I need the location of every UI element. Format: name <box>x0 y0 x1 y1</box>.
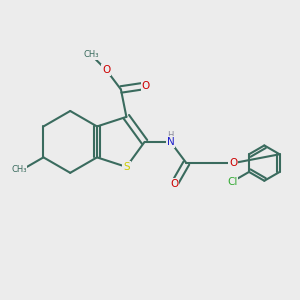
Text: N: N <box>167 137 174 147</box>
Text: S: S <box>123 162 130 172</box>
Text: Cl: Cl <box>227 176 238 187</box>
Text: CH₃: CH₃ <box>11 165 27 174</box>
Text: CH₃: CH₃ <box>83 50 99 59</box>
Text: O: O <box>170 179 178 189</box>
Text: O: O <box>102 65 111 75</box>
Text: O: O <box>229 158 238 168</box>
Text: H: H <box>167 131 174 140</box>
Text: O: O <box>142 81 150 91</box>
